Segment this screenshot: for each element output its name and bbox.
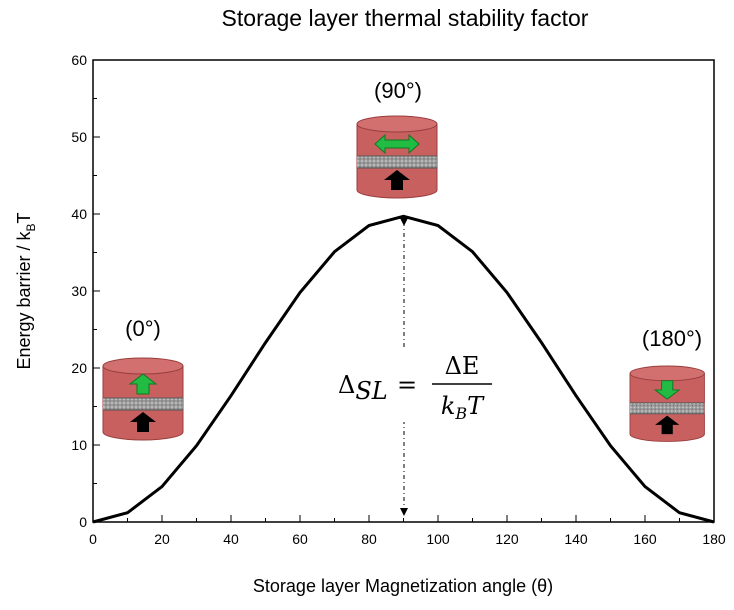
x-tick-label: 140 [564,531,588,547]
x-tick-label: 0 [89,531,97,547]
annotation: (0°) [125,316,161,341]
y-tick-label: 50 [71,129,87,145]
annotation: (180°) [642,326,702,351]
x-axis-label: Storage layer Magnetization angle (θ) [253,576,553,596]
x-tick-label: 40 [223,531,239,547]
y-tick-label: 30 [71,283,87,299]
x-tick-label: 80 [361,531,377,547]
chart-title: Storage layer thermal stability factor [222,5,589,31]
y-axis-label: Energy barrier / kBT [14,212,38,369]
svg-text:=: = [397,371,417,399]
x-tick-label: 160 [633,531,657,547]
y-tick-label: 60 [71,52,87,68]
x-tick-label: 60 [292,531,308,547]
svg-text:kBT: kBT [441,392,485,423]
formula: ΔSL = ΔE kBT [338,352,492,423]
y-tick-label: 40 [71,206,87,222]
y-tick-label: 20 [71,360,87,376]
x-tick-label: 20 [154,531,170,547]
annotation: (90°) [374,78,422,103]
x-tick-label: 120 [495,531,519,547]
svg-text:ΔE: ΔE [445,352,480,380]
data-line [92,214,715,524]
cylinder-90 [356,115,438,199]
x-tick-label: 100 [426,531,450,547]
cylinder-180 [629,365,705,442]
y-tick-label: 0 [79,514,87,530]
svg-text:ΔSL: ΔSL [338,371,388,405]
formula-bg [330,350,520,422]
y-tick-label: 10 [71,437,87,453]
x-tick-label: 180 [702,531,726,547]
cylinder-0 [102,357,184,441]
